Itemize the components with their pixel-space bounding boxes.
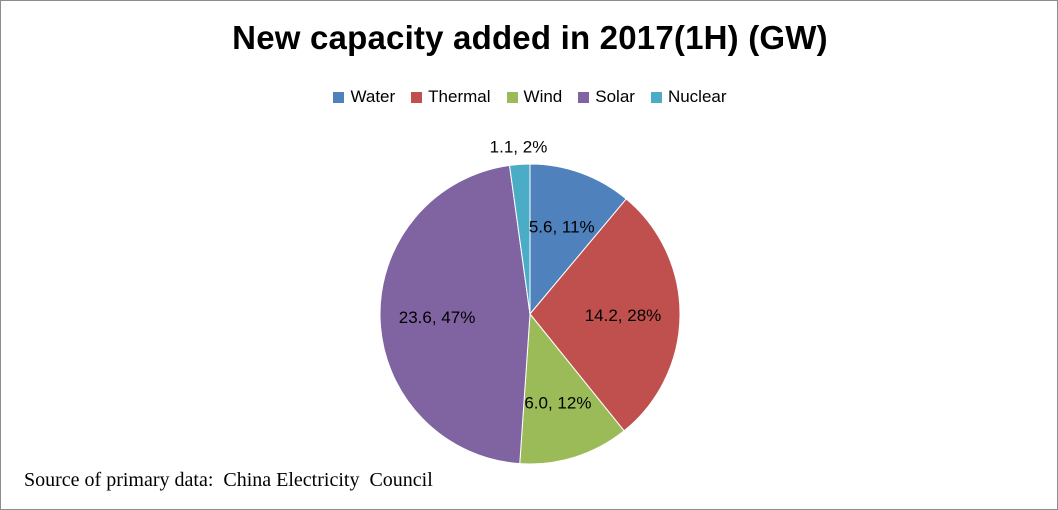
pie-slice-thermal — [529, 198, 681, 432]
legend-swatch-thermal — [411, 91, 423, 103]
legend-item-solar: Solar — [578, 87, 635, 107]
legend-swatch-nuclear — [650, 91, 662, 103]
chart-title: New capacity added in 2017(1H) (GW) — [232, 19, 828, 56]
legend-swatch-wind — [506, 91, 518, 103]
pie-slices — [379, 163, 681, 465]
data-label-wind: 6.0, 12% — [524, 394, 591, 413]
legend-item-thermal: Thermal — [411, 87, 491, 107]
pie-slice-wind — [519, 312, 625, 465]
source-note: Source of primary data: China Electricit… — [24, 469, 433, 491]
data-label-thermal: 14.2, 28% — [585, 306, 662, 325]
legend-label-nuclear: Nuclear — [667, 87, 727, 106]
legend-label-water: Water — [350, 87, 396, 106]
pie-slice-nuclear — [508, 163, 531, 315]
chart-legend: Water Thermal Wind Solar Nuclear — [1, 87, 1058, 107]
legend-item-water: Water — [333, 87, 395, 107]
pie-data-labels: 5.6, 11% 14.2, 28% 6.0, 12% 23.6, 47% 1.… — [399, 137, 662, 412]
legend-label-thermal: Thermal — [428, 87, 491, 106]
data-label-nuclear: 1.1, 2% — [490, 137, 548, 156]
legend-swatch-water — [333, 91, 345, 103]
pie-slice-solar — [379, 164, 531, 465]
legend-item-wind: Wind — [506, 87, 563, 107]
legend-swatch-solar — [578, 91, 590, 103]
data-label-solar: 23.6, 47% — [399, 308, 476, 327]
legend-label-wind: Wind — [523, 87, 563, 106]
data-label-water: 5.6, 11% — [529, 218, 595, 237]
legend-label-solar: Solar — [595, 87, 635, 106]
pie-slice-water — [529, 163, 627, 316]
legend-item-nuclear: Nuclear — [650, 87, 727, 107]
